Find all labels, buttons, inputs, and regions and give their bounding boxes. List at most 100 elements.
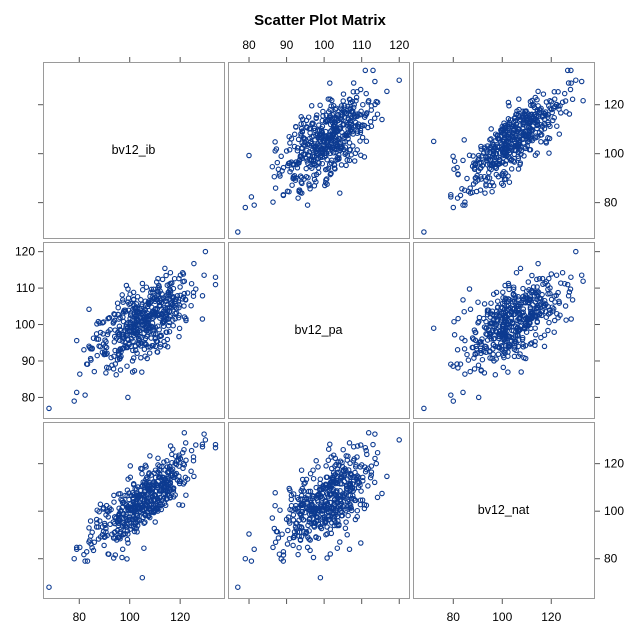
scatter-point bbox=[333, 461, 339, 468]
matrix-cell-bv12_pa-vs-bv12_nat bbox=[413, 242, 595, 419]
scatter-point bbox=[153, 338, 160, 344]
scatter-point bbox=[528, 102, 534, 109]
scatter-point bbox=[457, 192, 464, 199]
scatter-point bbox=[284, 541, 291, 547]
scatter-point bbox=[294, 505, 301, 512]
scatter-point bbox=[530, 284, 537, 290]
scatter-point bbox=[455, 365, 461, 371]
scatter-point bbox=[139, 301, 145, 308]
scatter-point bbox=[212, 441, 219, 448]
scatter-point bbox=[106, 551, 112, 557]
scatter-point bbox=[190, 454, 197, 460]
scatter-point bbox=[129, 369, 136, 375]
scatter-point bbox=[509, 327, 515, 334]
scatter-point bbox=[522, 325, 528, 332]
scatter-point bbox=[545, 286, 551, 293]
scatter-point bbox=[112, 529, 118, 535]
scatter-point bbox=[325, 109, 332, 115]
scatter-point bbox=[323, 177, 329, 183]
scatter-point bbox=[535, 260, 541, 267]
scatter-point bbox=[545, 304, 552, 310]
scatter-point bbox=[306, 516, 312, 523]
scatter-point bbox=[307, 497, 313, 503]
scatter-point bbox=[358, 152, 364, 159]
scatter-point bbox=[106, 315, 112, 321]
scatter-point bbox=[503, 330, 510, 337]
scatter-point bbox=[118, 496, 124, 503]
scatter-point bbox=[303, 117, 310, 124]
scatter-point bbox=[294, 529, 301, 535]
scatter-point bbox=[523, 288, 530, 294]
scatter-point bbox=[460, 389, 466, 396]
scatter-point bbox=[578, 272, 585, 278]
scatter-point bbox=[143, 284, 150, 290]
scatter-point bbox=[322, 179, 329, 186]
scatter-point bbox=[338, 475, 344, 482]
scatter-point bbox=[501, 337, 507, 343]
scatter-point bbox=[512, 117, 519, 124]
scatter-point bbox=[290, 161, 297, 168]
scatter-point bbox=[351, 158, 358, 164]
scatter-point bbox=[482, 190, 488, 196]
scatter-point bbox=[152, 343, 159, 350]
scatter-point bbox=[342, 151, 348, 157]
scatter-point bbox=[82, 392, 88, 398]
scatter-point bbox=[327, 551, 334, 557]
scatter-point bbox=[128, 310, 134, 316]
scatter-point bbox=[270, 199, 276, 205]
scatter-point bbox=[125, 531, 131, 537]
scatter-point bbox=[297, 537, 304, 543]
scatter-point bbox=[303, 529, 309, 536]
cell-frame bbox=[413, 242, 595, 419]
scatter-point bbox=[545, 112, 551, 118]
scatter-point bbox=[500, 149, 506, 155]
scatter-point bbox=[563, 317, 569, 323]
scatter-point bbox=[384, 473, 390, 480]
scatter-point bbox=[551, 329, 557, 335]
scatter-point bbox=[541, 122, 548, 128]
scatter-point bbox=[352, 123, 359, 129]
scatter-point bbox=[448, 392, 454, 398]
scatter-point bbox=[522, 355, 529, 362]
cell-frame bbox=[228, 62, 410, 239]
scatter-point bbox=[499, 315, 506, 321]
scatter-point bbox=[367, 474, 374, 481]
scatter-point bbox=[103, 370, 109, 376]
scatter-point bbox=[119, 554, 125, 561]
scatter-point bbox=[484, 331, 490, 338]
scatter-point bbox=[487, 136, 493, 143]
scatter-point bbox=[354, 513, 360, 520]
scatter-point bbox=[87, 355, 94, 362]
scatter-point bbox=[489, 179, 495, 186]
scatter-point bbox=[302, 479, 308, 486]
scatter-point bbox=[561, 90, 568, 97]
scatter-point bbox=[329, 97, 335, 104]
scatter-point bbox=[573, 248, 579, 255]
scatter-point bbox=[493, 317, 499, 324]
scatter-point bbox=[526, 147, 533, 153]
scatter-point bbox=[368, 469, 375, 475]
scatter-point bbox=[160, 495, 167, 501]
scatter-point bbox=[124, 487, 131, 493]
scatter-point bbox=[357, 501, 364, 508]
scatter-point bbox=[109, 362, 115, 369]
scatter-point bbox=[490, 336, 497, 342]
scatter-point bbox=[469, 344, 476, 351]
scatter-point bbox=[515, 296, 522, 302]
scatter-point bbox=[379, 490, 385, 497]
scatter-point bbox=[315, 135, 321, 141]
scatter-point bbox=[180, 465, 186, 472]
scatter-point bbox=[354, 147, 360, 153]
scatter-point bbox=[358, 108, 364, 115]
scatter-point bbox=[360, 101, 366, 108]
scatter-point bbox=[500, 182, 507, 188]
scatter-point bbox=[477, 165, 483, 172]
scatter-point bbox=[515, 125, 521, 132]
scatter-point bbox=[305, 488, 312, 495]
scatter-point bbox=[365, 430, 372, 436]
scatter-point bbox=[310, 158, 317, 164]
scatter-point bbox=[272, 539, 279, 546]
scatter-point bbox=[286, 535, 293, 542]
scatter-point bbox=[276, 171, 283, 177]
scatter-point bbox=[559, 269, 566, 276]
